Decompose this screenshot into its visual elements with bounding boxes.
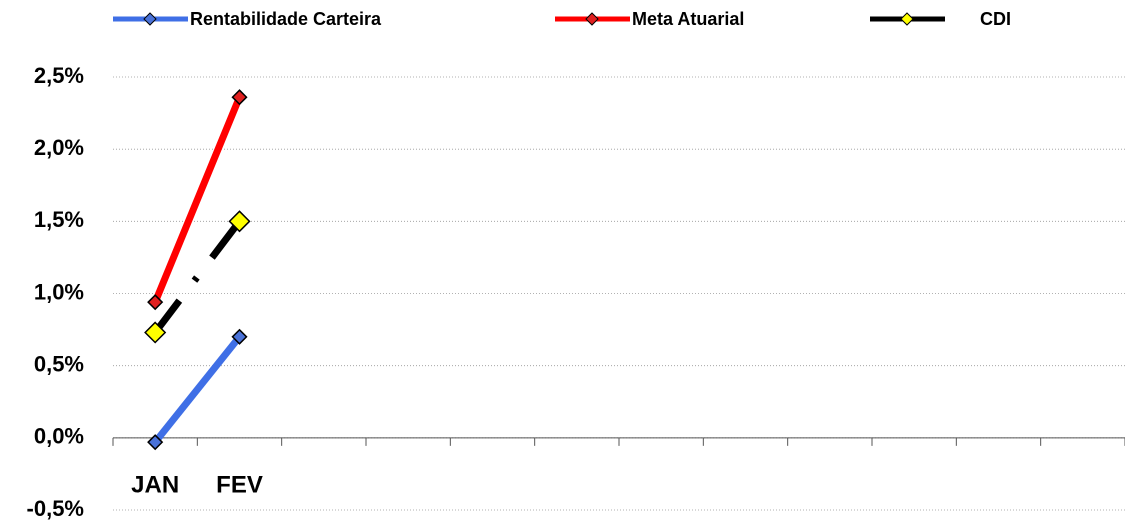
y-tick-label: 1,5%	[34, 207, 84, 232]
legend-marker	[585, 12, 599, 26]
series-line	[152, 219, 243, 335]
x-tick-label: JAN	[131, 471, 179, 498]
legend-label: CDI	[980, 9, 1011, 29]
y-tick-label: 0,0%	[34, 424, 84, 449]
legend-marker	[900, 12, 914, 26]
series-marker	[228, 210, 251, 233]
series-marker	[147, 434, 164, 451]
series-marker	[231, 89, 248, 106]
series-marker	[144, 321, 167, 344]
legend-marker	[143, 12, 157, 26]
legend-label: Rentabilidade Carteira	[190, 9, 382, 29]
x-tick-label: FEV	[216, 471, 263, 498]
series-line	[151, 95, 243, 304]
series-marker	[147, 294, 164, 311]
legend-label: Meta Atuarial	[632, 9, 744, 29]
series-line	[152, 334, 243, 445]
y-tick-label: 2,5%	[34, 63, 84, 88]
y-tick-label: 2,0%	[34, 135, 84, 160]
y-tick-label: 1,0%	[34, 279, 84, 304]
y-tick-label: 0,5%	[34, 351, 84, 376]
y-tick-label: -0,5%	[27, 496, 84, 521]
series-marker	[231, 328, 248, 345]
